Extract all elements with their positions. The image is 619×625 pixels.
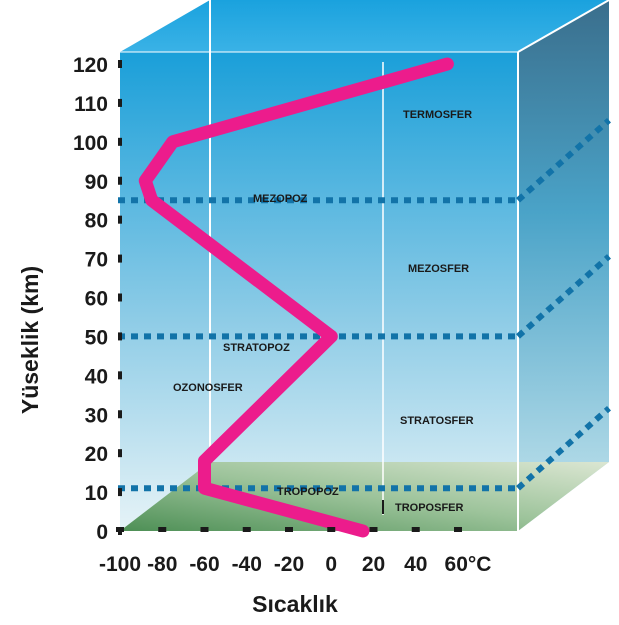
layer-label-troposfer: TROPOSFER [395, 502, 464, 514]
box-top-face [120, 0, 609, 52]
y-tick-label: 90 [85, 171, 108, 194]
y-tick-label: 20 [85, 443, 108, 466]
layer-label-stratopoz: STRATOPOZ [223, 342, 290, 354]
x-tick-mark [116, 527, 124, 532]
y-tick-label: 100 [73, 132, 108, 155]
x-axis-title: Sıcaklık [252, 591, 338, 617]
y-tick-label: 40 [85, 365, 108, 388]
y-tick-mark [118, 137, 122, 146]
y-tick-mark [118, 449, 122, 458]
y-tick-mark [118, 98, 122, 107]
y-tick-label: 70 [85, 249, 108, 272]
y-tick-mark [118, 371, 122, 380]
x-tick-label: 60°C [445, 553, 492, 576]
y-tick-label: 30 [85, 404, 108, 427]
x-tick-label: 40 [404, 553, 427, 576]
y-tick-label: 120 [73, 54, 108, 77]
y-tick-mark [118, 254, 122, 263]
y-tick-mark [118, 293, 122, 302]
layer-label-tropopoz: TROPOPOZ [277, 486, 339, 498]
y-tick-label: 80 [85, 210, 108, 233]
x-tick-label: -100 [99, 553, 141, 576]
y-axis-title: Yüseklik (km) [17, 266, 43, 414]
x-tick-label: -80 [147, 553, 177, 576]
x-tick-mark [242, 527, 251, 532]
x-tick-label: -20 [274, 553, 304, 576]
temperature-curve [138, 57, 454, 538]
layer-label-termosfer: TERMOSFER [403, 109, 472, 121]
y-tick-label: 110 [74, 93, 108, 116]
y-tick-mark [118, 488, 122, 497]
layer-label-mezopoz: MEZOPOZ [253, 193, 308, 205]
y-tick-label: 10 [85, 482, 108, 505]
x-tick-mark [200, 527, 209, 532]
y-tick-label: 0 [96, 521, 108, 544]
layer-boundaries [118, 117, 611, 492]
x-tick-label: -60 [189, 553, 219, 576]
y-tick-mark [118, 60, 122, 68]
y-tick-mark [118, 176, 122, 185]
x-axis: -100 -80 -60 -40 -20 0 20 40 60°C [99, 527, 491, 576]
x-tick-mark [327, 527, 336, 532]
x-tick-mark [285, 527, 293, 532]
y-tick-mark [118, 215, 122, 224]
y-tick-label: 50 [85, 326, 108, 349]
x-tick-mark [454, 527, 462, 532]
layer-label-stratosfer: STRATOSFER [400, 415, 474, 427]
ground-plane [120, 462, 609, 531]
layer-label-mezosfer: MEZOSFER [408, 263, 469, 275]
layer-label-ozonosfer: OZONOSFER [173, 382, 243, 394]
box-front-face [120, 52, 518, 531]
y-tick-mark [118, 410, 122, 419]
y-tick-mark [118, 332, 122, 341]
box-edges [120, 0, 610, 531]
x-tick-label: -40 [232, 553, 262, 576]
x-tick-mark [411, 527, 420, 532]
x-tick-mark [369, 527, 378, 532]
x-tick-mark [158, 527, 167, 532]
y-tick-label: 60 [85, 288, 108, 311]
x-tick-label: 0 [325, 553, 337, 576]
y-axis: 0 10 20 30 40 50 60 70 80 90 100 110 120 [73, 54, 122, 544]
x-tick-label: 20 [362, 553, 385, 576]
box-side-face [518, 0, 609, 531]
